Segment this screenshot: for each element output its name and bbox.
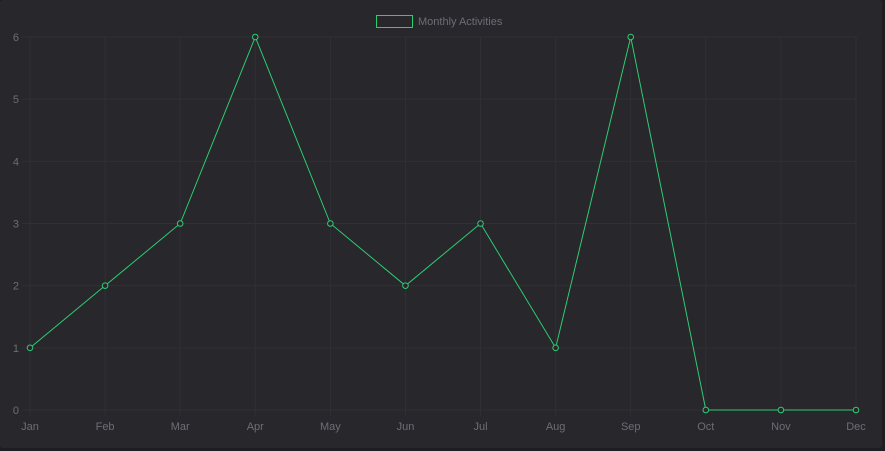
x-tick-label: May [320, 421, 341, 433]
data-point[interactable] [552, 344, 559, 352]
series-line [29, 35, 856, 411]
data-point[interactable] [176, 220, 184, 227]
x-tick-label: Jan [21, 421, 39, 433]
data-point[interactable] [26, 344, 34, 352]
y-axis-ticks: 0 1 2 3 4 5 6 [13, 32, 19, 417]
legend-swatch[interactable] [376, 15, 413, 28]
data-point[interactable] [777, 406, 785, 414]
data-point[interactable] [627, 33, 635, 41]
x-tick-label: Dec [846, 421, 866, 433]
data-point[interactable] [101, 282, 109, 289]
x-tick-label: Nov [771, 421, 791, 433]
x-tick-label: Feb [96, 421, 115, 433]
y-tick-label: 6 [13, 32, 19, 44]
x-axis-ticks: Jan Feb Mar Apr May Jun Jul Aug Sep Oct Nov Dec [21, 421, 866, 433]
x-tick-label: Jul [474, 421, 488, 433]
legend-label[interactable]: Monthly Activities [418, 16, 503, 28]
x-tick-label: Jun [397, 421, 415, 433]
y-tick-label: 2 [13, 281, 19, 293]
y-tick-label: 4 [13, 156, 19, 168]
grid-lines [22, 36, 857, 416]
data-point[interactable] [477, 220, 484, 227]
series-layer [26, 33, 860, 414]
x-tick-label: Sep [621, 421, 641, 433]
y-tick-label: 0 [13, 405, 19, 417]
data-point[interactable] [251, 33, 259, 41]
y-tick-label: 3 [13, 219, 19, 231]
data-point[interactable] [402, 282, 409, 289]
x-tick-label: Mar [171, 421, 190, 433]
y-tick-label: 5 [13, 94, 19, 106]
x-tick-label: Oct [697, 421, 714, 433]
data-point[interactable] [702, 406, 710, 414]
x-tick-label: Apr [247, 421, 264, 433]
y-tick-label: 1 [13, 343, 19, 355]
data-point[interactable] [852, 406, 860, 414]
x-tick-label: Aug [546, 421, 566, 433]
data-point[interactable] [327, 220, 334, 227]
legend[interactable]: Monthly Activities [376, 15, 503, 29]
